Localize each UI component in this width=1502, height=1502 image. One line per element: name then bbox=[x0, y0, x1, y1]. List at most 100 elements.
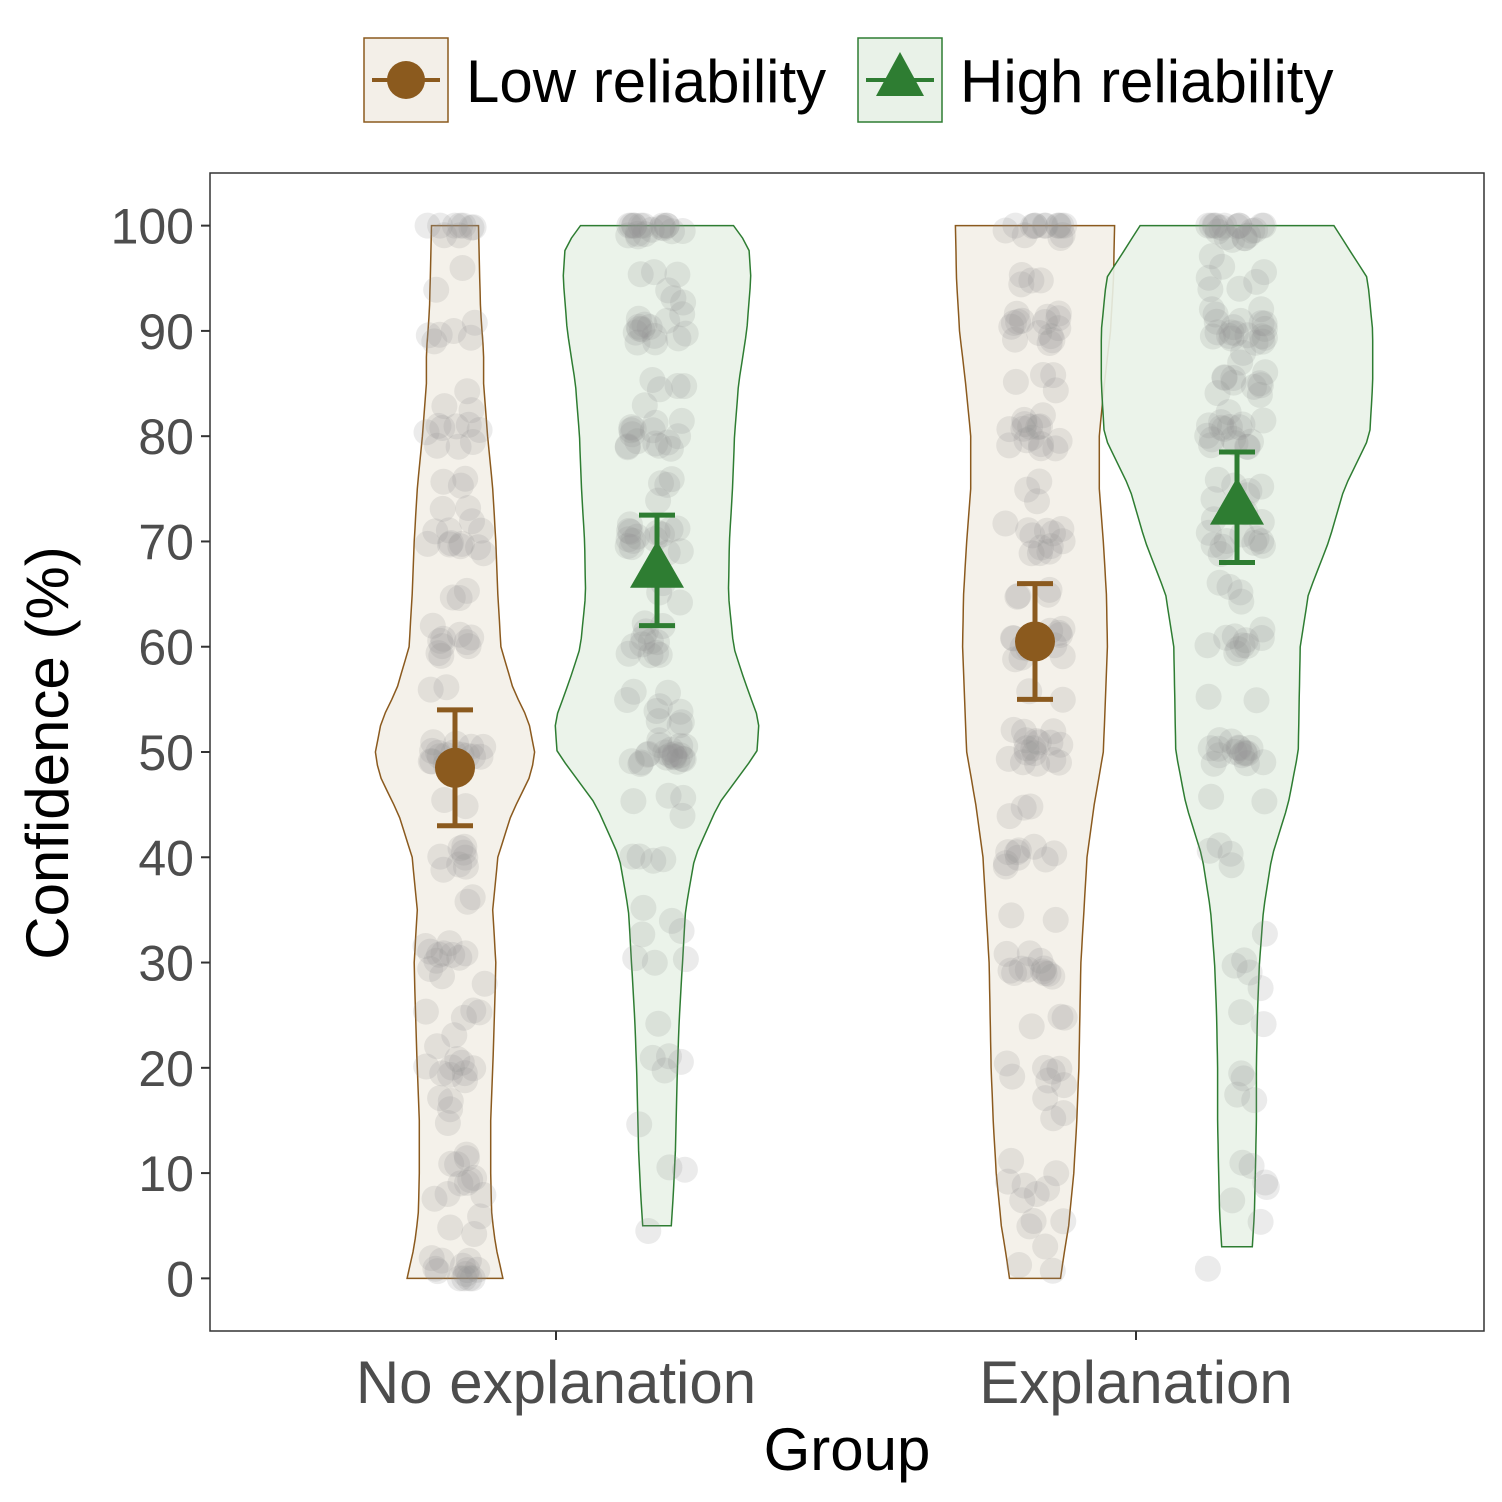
jitter-point bbox=[627, 212, 654, 239]
jitter-point bbox=[669, 218, 696, 244]
jitter-point bbox=[441, 212, 468, 239]
jitter-point bbox=[1247, 372, 1274, 399]
jitter-point bbox=[619, 843, 646, 870]
jitter-point bbox=[1248, 625, 1275, 651]
jitter-point bbox=[622, 319, 649, 346]
jitter-point bbox=[1200, 750, 1227, 777]
jitter-point bbox=[1009, 1187, 1036, 1214]
jitter-point bbox=[452, 940, 479, 967]
jitter-point bbox=[1023, 1181, 1050, 1207]
jitter-point bbox=[668, 918, 695, 944]
jitter-point bbox=[1221, 623, 1248, 650]
jitter-point bbox=[414, 530, 441, 557]
jitter-point bbox=[451, 1265, 478, 1292]
jitter-point bbox=[993, 940, 1020, 967]
jitter-point bbox=[1218, 728, 1245, 755]
jitter-point bbox=[1216, 414, 1243, 440]
jitter-point bbox=[652, 739, 679, 766]
jitter-point bbox=[993, 1050, 1020, 1077]
jitter-point bbox=[446, 1265, 473, 1292]
jitter-point bbox=[423, 947, 450, 974]
jitter-point bbox=[427, 843, 454, 870]
jitter-point bbox=[627, 261, 654, 288]
jitter-point bbox=[1197, 735, 1224, 762]
jitter-point bbox=[459, 884, 486, 911]
axes: 0 10 20 30 40 50 60 70 80 90 100 No explanation Expl… bbox=[111, 199, 1293, 1416]
jitter-point bbox=[1018, 540, 1045, 567]
jitter-point bbox=[422, 518, 449, 545]
jitter-point bbox=[446, 222, 473, 249]
jitter-point bbox=[1243, 268, 1270, 295]
legend-label-low-reliability: Low reliability bbox=[466, 48, 826, 115]
jitter-point bbox=[616, 517, 643, 544]
jitter-point bbox=[1219, 1187, 1246, 1214]
jitter-point bbox=[1043, 1160, 1070, 1187]
jitter-point bbox=[1035, 1067, 1062, 1094]
jitter-point bbox=[1242, 217, 1269, 244]
jitter-point bbox=[667, 742, 693, 769]
jitter-point bbox=[637, 628, 664, 655]
jitter-point bbox=[1042, 377, 1069, 404]
jitter-point bbox=[447, 1170, 474, 1197]
jitter-point bbox=[1209, 533, 1236, 560]
jitter-point bbox=[1213, 624, 1240, 651]
jitter-point bbox=[1048, 212, 1075, 239]
jitter-point bbox=[1040, 746, 1067, 773]
jitter-point bbox=[1204, 319, 1231, 346]
jitter-point bbox=[1195, 683, 1222, 710]
jitter-point bbox=[1004, 583, 1031, 610]
jitter-point bbox=[617, 518, 644, 545]
jitter-point bbox=[1227, 349, 1254, 376]
jitter-point bbox=[627, 751, 654, 777]
jitter-point bbox=[638, 216, 665, 243]
jitter-point bbox=[418, 1245, 445, 1272]
jitter-point bbox=[421, 328, 448, 355]
jitter-point bbox=[1216, 573, 1243, 600]
jitter-point bbox=[641, 322, 668, 349]
jitter-point bbox=[1224, 213, 1250, 240]
jitter-point bbox=[1000, 716, 1027, 743]
jitter-point bbox=[1226, 212, 1253, 239]
jitter-point bbox=[1049, 686, 1076, 713]
jitter-point bbox=[1039, 963, 1066, 990]
jitter-point bbox=[646, 641, 673, 668]
jitter-point bbox=[436, 531, 463, 558]
jitter-point bbox=[415, 322, 442, 349]
violin-high-1 bbox=[1100, 224, 1374, 1248]
jitter-point bbox=[670, 746, 697, 773]
jitter-point bbox=[618, 534, 645, 561]
jitter-point bbox=[424, 1033, 451, 1060]
jitter-point bbox=[1011, 1172, 1038, 1199]
jitter-point bbox=[1236, 959, 1263, 986]
jitter-point bbox=[642, 329, 669, 356]
jitter-point bbox=[616, 511, 643, 538]
jitter-point bbox=[615, 526, 642, 553]
jitter-point bbox=[624, 523, 651, 550]
jitter-point bbox=[1199, 426, 1225, 453]
jitter-point bbox=[641, 949, 668, 976]
jitter-point bbox=[620, 527, 647, 554]
jitter-point bbox=[1220, 425, 1247, 452]
jitter-point bbox=[1226, 275, 1253, 302]
jitter-point bbox=[664, 515, 691, 542]
jitter-point bbox=[1237, 734, 1264, 761]
jitter-point bbox=[457, 324, 484, 351]
jitter-point bbox=[658, 466, 685, 493]
jitter-point bbox=[466, 417, 493, 443]
jitter-point bbox=[1026, 468, 1053, 495]
jitter-point bbox=[994, 1168, 1021, 1195]
jitter-point bbox=[424, 1258, 451, 1285]
jitter-point bbox=[1197, 276, 1224, 303]
jitter-point bbox=[1218, 319, 1245, 346]
jitter-point bbox=[1243, 525, 1270, 552]
jitter-point bbox=[1018, 267, 1045, 294]
jitter-point bbox=[1248, 323, 1275, 350]
jitter-point bbox=[1040, 362, 1067, 389]
jitter-point bbox=[992, 853, 1019, 880]
jitter-point bbox=[412, 998, 439, 1025]
jitter-point bbox=[454, 1257, 481, 1284]
jitter-point bbox=[452, 793, 479, 820]
jitter-point bbox=[661, 741, 688, 768]
jitter-point bbox=[468, 517, 494, 544]
jitter-point bbox=[438, 530, 464, 557]
